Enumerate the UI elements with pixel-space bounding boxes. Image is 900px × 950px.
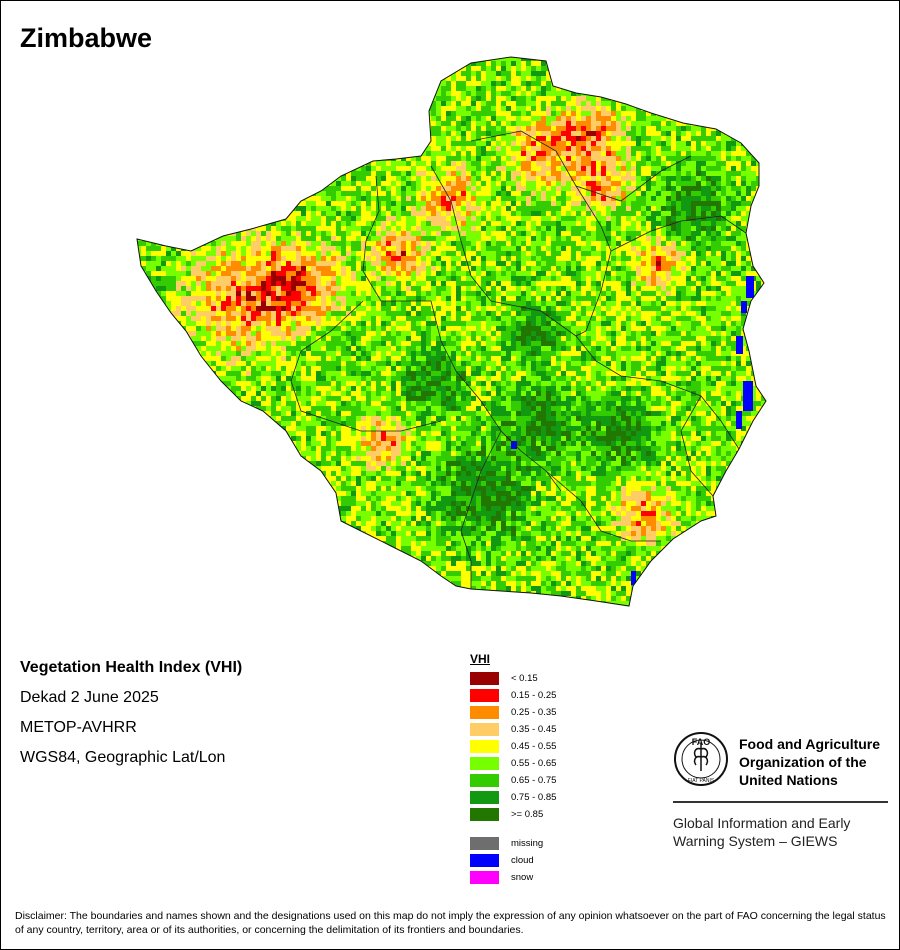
legend-swatch: [470, 808, 499, 821]
legend-item-missing: missing: [470, 837, 590, 851]
vhi-map: [136, 56, 767, 607]
org-name-line: Food and Agriculture: [739, 736, 881, 752]
country-outline: [136, 56, 767, 607]
time-period: Dekad 2 June 2025: [20, 689, 159, 706]
sensor-name: METOP-AVHRR: [20, 719, 137, 736]
legend-label: 0.45 - 0.55: [511, 741, 557, 752]
system-name-line: Warning System – GIEWS: [673, 833, 838, 849]
legend-swatch: [470, 706, 499, 719]
legend-label: cloud: [511, 855, 534, 866]
legend-item: < 0.15: [470, 672, 590, 686]
legend-label: < 0.15: [511, 673, 538, 684]
legend-swatch: [470, 791, 499, 804]
branding-divider: [673, 801, 888, 803]
legend-swatch: [470, 672, 499, 685]
org-name-line: United Nations: [739, 772, 838, 788]
org-name-line: Organization of the: [739, 754, 867, 770]
map-title: Zimbabwe: [20, 23, 153, 53]
legend-swatch: [470, 757, 499, 770]
system-name-line: Global Information and Early: [673, 815, 851, 831]
legend-swatch: [470, 774, 499, 787]
legend-swatch: [470, 854, 499, 867]
legend-label: 0.55 - 0.65: [511, 758, 557, 769]
legend-swatch: [470, 723, 499, 736]
vhi-raster: [137, 57, 766, 606]
legend-item: 0.55 - 0.65: [470, 757, 590, 771]
legend-title: VHI: [470, 652, 491, 666]
legend-label: 0.65 - 0.75: [511, 775, 557, 786]
legend-item: 0.45 - 0.55: [470, 740, 590, 754]
legend-item: 0.15 - 0.25: [470, 689, 590, 703]
emblem-letters: FAO: [692, 737, 711, 747]
legend-label: 0.75 - 0.85: [511, 792, 557, 803]
legend-label: >= 0.85: [511, 809, 544, 820]
emblem-motto: FIAT PANIS: [688, 778, 715, 784]
legend-item-cloud: cloud: [470, 854, 590, 868]
legend-swatch: [470, 740, 499, 753]
legend-label: 0.25 - 0.35: [511, 707, 557, 718]
legend-item: 0.35 - 0.45: [470, 723, 590, 737]
legend-item: 0.25 - 0.35: [470, 706, 590, 720]
legend-item: 0.75 - 0.85: [470, 791, 590, 805]
legend-item: >= 0.85: [470, 808, 590, 822]
legend-item-snow: snow: [470, 871, 590, 885]
legend-label: 0.35 - 0.45: [511, 724, 557, 735]
legend-swatch: [470, 837, 499, 850]
product-name: Vegetation Health Index (VHI): [20, 659, 243, 676]
legend-label: missing: [511, 838, 544, 849]
legend-swatch: [470, 689, 499, 702]
disclaimer: Disclaimer: The boundaries and names sho…: [15, 910, 886, 936]
legend-swatch: [470, 871, 499, 884]
projection-name: WGS84, Geographic Lat/Lon: [20, 749, 226, 766]
fao-branding: FAO FIAT PANIS Food and Agriculture Orga…: [673, 731, 889, 853]
legend-label: snow: [511, 872, 534, 883]
legend-item: 0.65 - 0.75: [470, 774, 590, 788]
province-boundaries: [290, 130, 747, 589]
fao-emblem-icon: FAO FIAT PANIS: [674, 732, 728, 786]
legend-label: 0.15 - 0.25: [511, 690, 557, 701]
